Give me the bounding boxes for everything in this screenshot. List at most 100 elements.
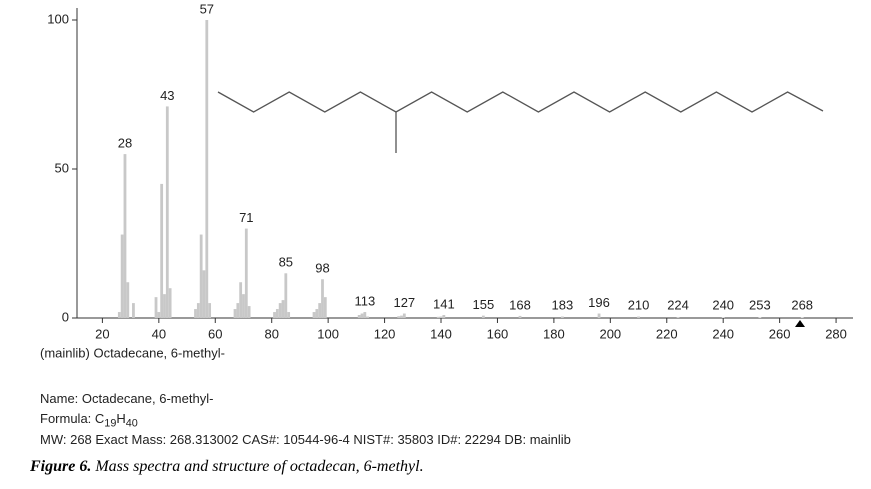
peak [157, 312, 161, 318]
peak-label: 127 [393, 295, 415, 310]
caption-label: Figure 6. [30, 458, 92, 475]
compound-details: MW: 268 Exact Mass: 268.313002 CAS#: 105… [40, 432, 571, 447]
peak-label: 268 [791, 297, 813, 312]
formula-sub: 19 [104, 417, 117, 430]
peak [154, 297, 158, 318]
y-tick-label: 0 [62, 309, 69, 324]
peak [637, 316, 640, 318]
formula-text: H [116, 411, 126, 426]
peak [397, 316, 401, 318]
peak [132, 303, 135, 318]
x-tick-label: 200 [599, 326, 621, 341]
peak [281, 300, 285, 318]
chart: (mainlib) Octadecane, 6-methyl- 0 50 100 20… [40, 1, 853, 360]
peak [284, 273, 288, 318]
peak [721, 317, 725, 318]
y-tick-label: 50 [55, 160, 69, 175]
peak [758, 317, 762, 318]
peak [275, 309, 279, 318]
x-tick-label: 100 [317, 326, 339, 341]
peak [196, 303, 200, 318]
compound-name: Name: Octadecane, 6-methyl- [40, 391, 214, 406]
x-tick-label: 20 [95, 326, 109, 341]
caption-text: Mass spectra and structure of octadecan,… [95, 458, 424, 475]
peak [800, 317, 804, 318]
peak [366, 316, 370, 318]
x-tick-label: 180 [543, 326, 565, 341]
peak-label: 168 [509, 297, 531, 312]
peak [202, 270, 206, 318]
peak [436, 316, 440, 318]
peak [357, 315, 361, 318]
x-tick-label: 260 [769, 326, 791, 341]
peak-label: 253 [749, 297, 771, 312]
peak [402, 313, 406, 318]
peak-label: 155 [472, 297, 494, 312]
peak-label: 240 [712, 297, 734, 312]
peak [165, 106, 169, 318]
peak [117, 312, 121, 318]
peak [442, 315, 446, 318]
peak [205, 20, 209, 318]
peak-label: 43 [160, 88, 174, 103]
peak-label: 224 [667, 297, 689, 312]
peak [168, 288, 172, 318]
peak-label: 210 [628, 297, 650, 312]
peak [236, 303, 240, 318]
peak-label: 71 [239, 210, 253, 225]
peak [247, 306, 251, 318]
peak-label: 113 [354, 293, 375, 308]
peak [321, 279, 324, 318]
peak [199, 234, 203, 318]
peak [400, 315, 403, 318]
peak [481, 315, 485, 318]
peak [518, 315, 522, 318]
peak [123, 154, 127, 318]
peak [360, 313, 364, 318]
peak [318, 303, 322, 318]
peak [323, 297, 327, 318]
peak [163, 294, 166, 318]
figure-caption: Figure 6. Mass spectra and structure of … [30, 458, 424, 476]
formula-text: Formula: C [40, 411, 105, 426]
peak [208, 303, 212, 318]
x-tick-label: 60 [208, 326, 222, 341]
peak [160, 183, 164, 318]
peak [278, 303, 282, 318]
compound-formula: Formula: C19H40 [40, 411, 138, 430]
peak-label: 98 [315, 261, 329, 276]
spectrum-title: (mainlib) Octadecane, 6-methyl- [40, 345, 225, 360]
y-tick-label: 100 [47, 11, 69, 26]
peak [560, 316, 564, 318]
x-tick-label: 280 [825, 326, 847, 341]
peak [273, 312, 276, 318]
peak [312, 312, 316, 318]
peak [233, 309, 237, 318]
peak-label: 141 [433, 296, 455, 311]
peak-label: 85 [279, 255, 293, 270]
peak [363, 312, 367, 318]
peak [120, 234, 124, 318]
peak [239, 282, 243, 318]
x-tick-label: 80 [264, 326, 278, 341]
peak-label: 196 [588, 295, 610, 310]
peak [676, 317, 680, 318]
peak [439, 316, 443, 318]
peak-label: 28 [118, 136, 132, 151]
x-tick-label: 240 [712, 326, 734, 341]
peak [597, 313, 601, 318]
peak [315, 309, 319, 318]
molecule-structure [217, 91, 824, 113]
peak [244, 228, 248, 318]
peak [194, 309, 197, 318]
peak [126, 282, 130, 318]
peak-label: 183 [552, 297, 574, 312]
x-tick-label: 140 [430, 326, 452, 341]
x-tick-label: 160 [487, 326, 509, 341]
molecular-ion-marker [795, 320, 805, 327]
x-tick-label: 220 [656, 326, 678, 341]
peak [287, 312, 291, 318]
formula-sub: 40 [125, 417, 138, 430]
peak [242, 294, 245, 318]
